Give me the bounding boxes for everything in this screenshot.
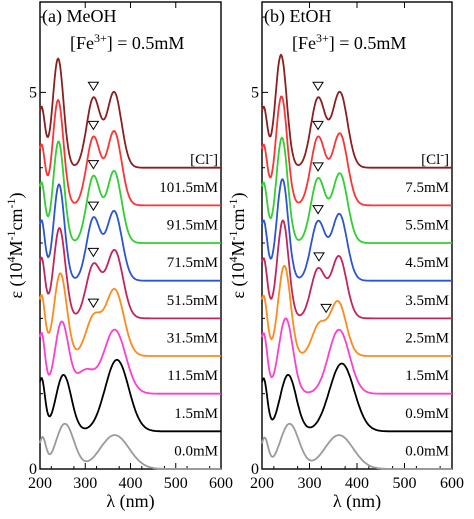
series-line: [39, 99, 221, 207]
panel-title: (b) EtOH: [264, 6, 331, 27]
series-line: [39, 57, 221, 169]
panel-a: 200 300 400 500 600 0 5 λ (nm) ε (104M-1cm-1) (a)…: [4, 1, 233, 512]
x-tick-label: 200: [28, 475, 52, 492]
x-axis-label: λ (nm): [106, 491, 154, 512]
series-line: [261, 219, 452, 320]
peak-marker: [87, 81, 100, 92]
series-line: [39, 272, 221, 357]
series-label: 31.5mM: [167, 330, 218, 346]
series-line: [39, 183, 221, 282]
panel-subtitle: [Fe3+] = 0.5mM: [70, 31, 184, 53]
series-label: 7.5mM: [405, 180, 449, 196]
y-tick-label: 5: [29, 84, 37, 101]
series-label: 3.5mM: [405, 293, 449, 309]
series-label: 2.5mM: [405, 330, 449, 346]
peak-marker: [87, 201, 100, 212]
series-line: [261, 95, 452, 207]
y-axis-label: ε (104M-1cm-1): [226, 192, 249, 298]
peak-marker: [87, 120, 100, 131]
peak-marker: [87, 298, 100, 309]
series-label: 1.5mM: [174, 406, 218, 422]
y-tick-label: 5: [251, 84, 259, 101]
x-tick-label: 600: [209, 475, 233, 492]
series-line: [261, 136, 452, 244]
series-line: [261, 317, 452, 395]
series-line: [261, 265, 452, 357]
series-label: 0.9mM: [405, 406, 449, 422]
x-tick-label: 300: [298, 475, 322, 492]
legend-header: [Cl-]: [421, 149, 449, 168]
x-axis-label: λ (nm): [333, 491, 381, 512]
series-line: [261, 422, 452, 470]
y-tick-label: 0: [29, 461, 37, 478]
peak-marker: [313, 252, 325, 262]
panel-title: (a) MeOH: [42, 6, 116, 27]
x-tick-label: 500: [393, 475, 417, 492]
panel-b: 200 300 400 500 600 0 5 λ (nm) ε (104M-1cm-1) (b)…: [226, 1, 464, 512]
peak-marker: [312, 205, 324, 215]
panel-subtitle: [Fe3+] = 0.5mM: [292, 31, 406, 53]
peak-marker: [312, 120, 324, 131]
x-tick-label: 300: [73, 475, 97, 492]
peak-marker: [87, 160, 100, 170]
series-line: [39, 320, 221, 395]
series-line: [261, 53, 452, 169]
x-tick-label: 400: [119, 475, 143, 492]
x-tick-label: 400: [345, 475, 369, 492]
series-line: [261, 178, 452, 282]
series-label: 0.0mM: [174, 443, 218, 459]
series-line: [261, 362, 452, 433]
peak-marker: [312, 162, 324, 172]
series-label: 4.5mM: [405, 255, 449, 271]
peak-marker: [320, 303, 333, 314]
series-label: 0.0mM: [405, 443, 449, 459]
peak-marker: [312, 81, 324, 92]
series-line: [39, 227, 221, 320]
series-label: 5.5mM: [405, 217, 449, 233]
legend-header: [Cl-]: [190, 149, 218, 168]
series-line: [39, 140, 221, 244]
series-label: 71.5mM: [167, 255, 218, 271]
series-line: [39, 422, 221, 470]
y-axis-label: ε (104M-1cm-1): [4, 192, 27, 298]
series-label: 101.5mM: [159, 180, 218, 196]
x-tick-label: 200: [250, 475, 274, 492]
series-label: 91.5mM: [167, 217, 218, 233]
series-label: 1.5mM: [405, 368, 449, 384]
x-tick-label: 500: [164, 475, 188, 492]
x-tick-label: 600: [440, 475, 464, 492]
series-line: [39, 358, 221, 433]
series-label: 51.5mM: [167, 293, 218, 309]
series-label: 11.5mM: [167, 368, 218, 384]
peak-marker: [87, 247, 100, 258]
y-tick-label: 0: [251, 461, 259, 478]
